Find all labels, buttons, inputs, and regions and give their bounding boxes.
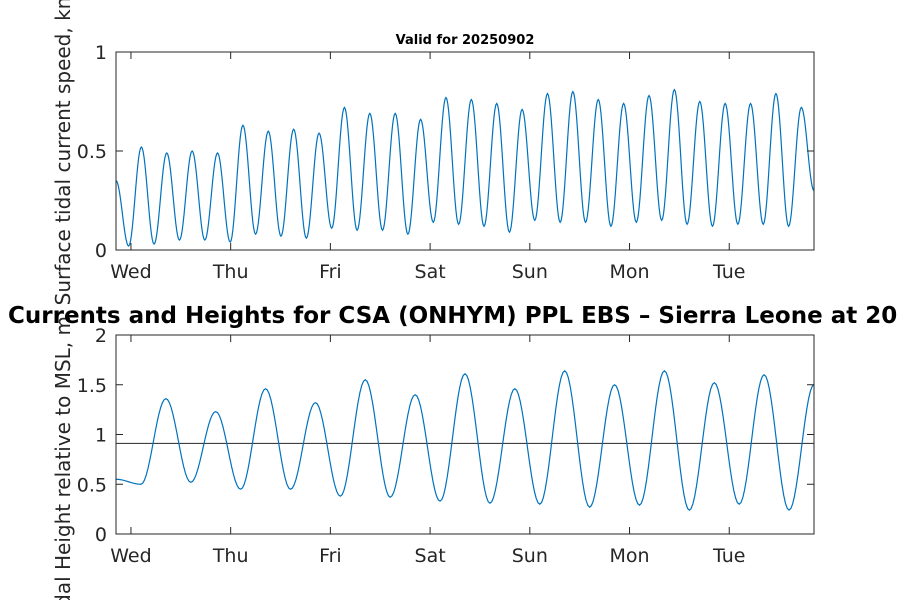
- height-y-tick-label: 0: [95, 524, 107, 546]
- current-y-tick-label: 1: [95, 42, 107, 64]
- tidal-height-series-line: [115, 369, 815, 511]
- current-y-axis-label: Surface tidal current speed, kn: [51, 0, 75, 305]
- height-x-tick-label: Sun: [512, 545, 548, 567]
- current-x-tick-label: Fri: [319, 261, 342, 283]
- height-x-tick-label: Tue: [712, 545, 745, 567]
- height-x-tick-label: Sat: [415, 545, 446, 567]
- height-plot-area: [116, 335, 814, 534]
- current-x-tick-label: Sat: [415, 261, 446, 283]
- height-x-tick-label: Wed: [110, 545, 151, 567]
- height-y-tick-label: 2: [95, 325, 107, 347]
- current-speed-chart: 0 0.5 1 Wed Thu Fri Sat Sun Mon Tue Valid for 20…: [51, 0, 815, 305]
- height-x-tick-label: Thu: [212, 545, 249, 567]
- current-x-tick-label: Sun: [512, 261, 548, 283]
- height-x-tick-label: Mon: [609, 545, 649, 567]
- height-y-tick-label: 1: [95, 425, 107, 447]
- current-y-tick-label: 0.5: [77, 141, 107, 163]
- current-y-tick-label: 0: [95, 240, 107, 262]
- current-x-tick-label: Tue: [712, 261, 745, 283]
- height-x-tick-label: Fri: [319, 545, 342, 567]
- height-y-tick-label: 1.5: [77, 375, 107, 397]
- current-plot-area: [116, 52, 814, 250]
- current-chart-title: Valid for 20250902: [396, 33, 535, 48]
- current-speed-series-line: [115, 88, 815, 247]
- figure-title: Currents and Heights for CSA (ONHYM) PPL…: [8, 303, 897, 329]
- height-y-axis-label: Tidal Height relative to MSL, m: [51, 316, 75, 600]
- current-x-tick-label: Wed: [110, 261, 151, 283]
- height-y-tick-label: 0.5: [77, 474, 107, 496]
- current-x-tick-label: Mon: [609, 261, 649, 283]
- tidal-height-chart: 0 0.5 1 1.5 2 Wed Thu Fri Sat Sun Mon Tue Tidal He…: [51, 316, 815, 600]
- current-x-tick-label: Thu: [212, 261, 249, 283]
